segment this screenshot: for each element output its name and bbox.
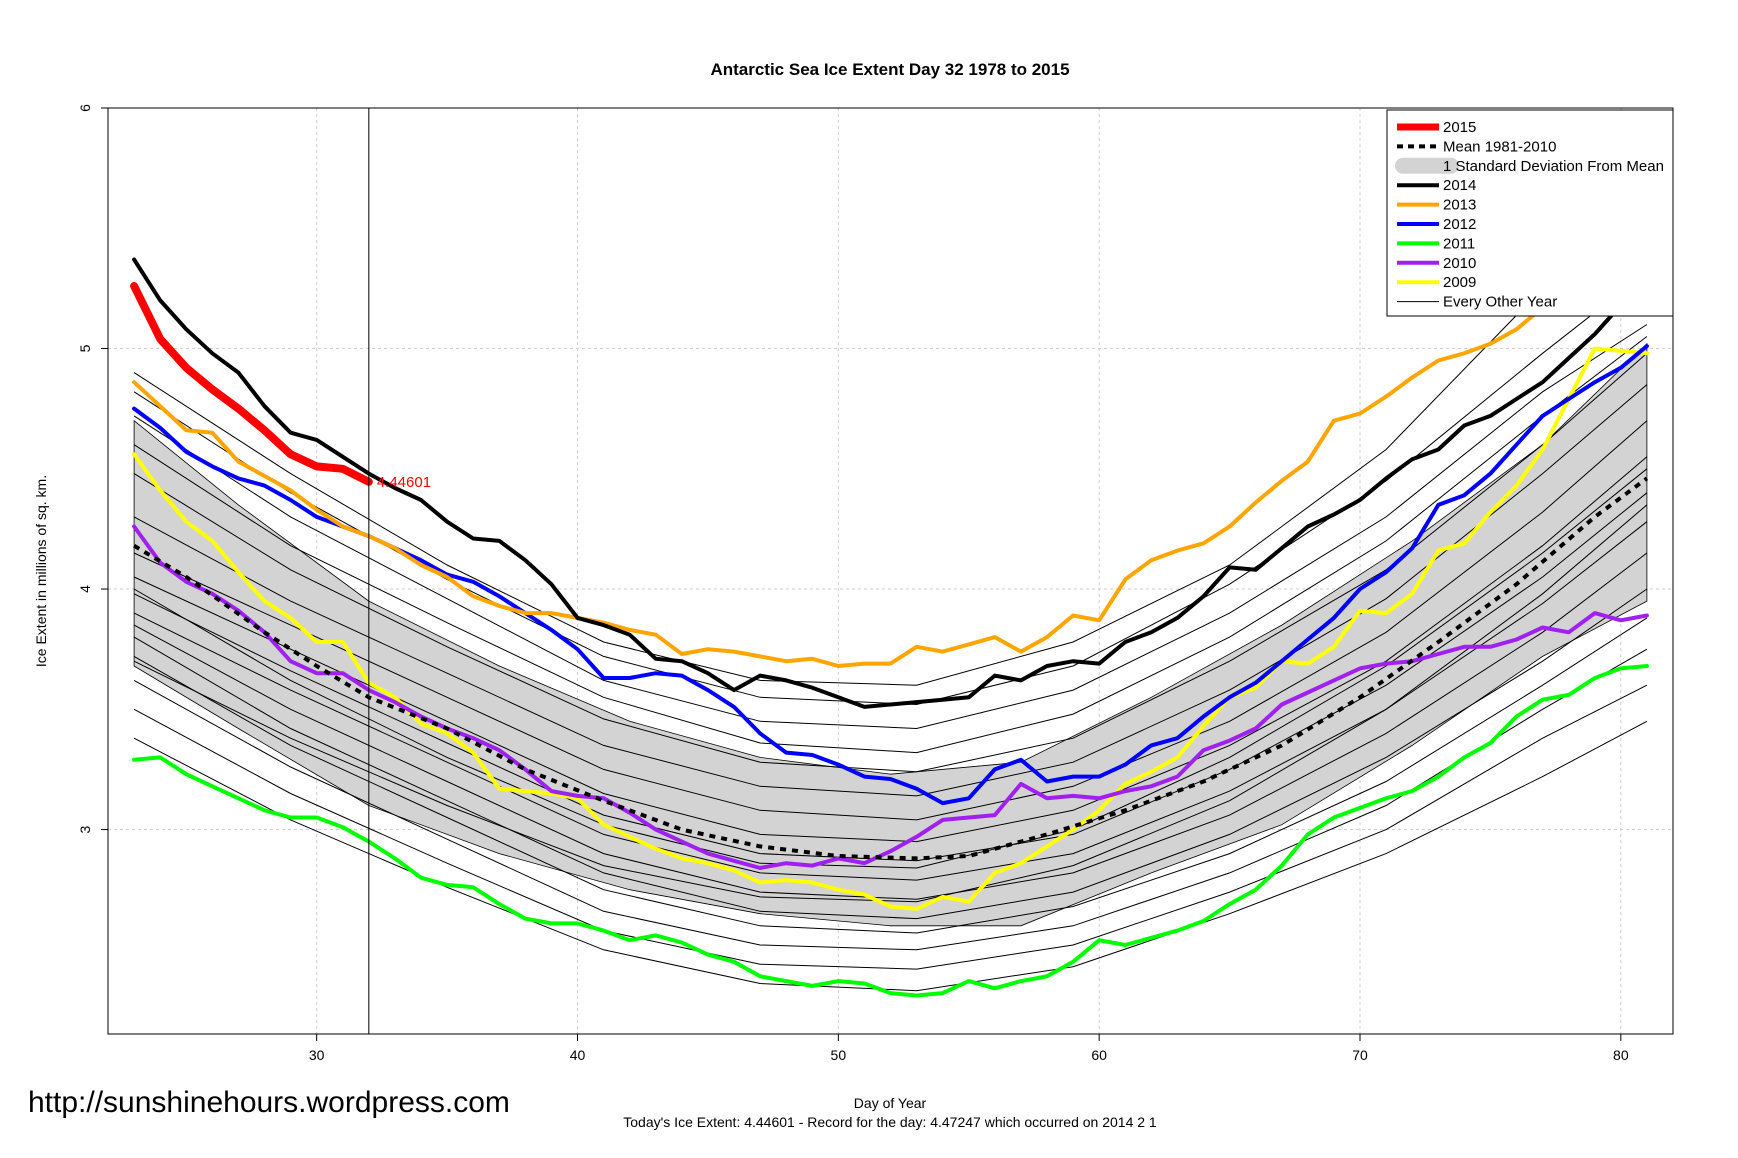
series-2011 bbox=[132, 664, 1649, 998]
legend-label-8: 2009 bbox=[1443, 274, 1476, 291]
series-2010 bbox=[132, 524, 1649, 870]
legend-label-7: 2010 bbox=[1443, 255, 1476, 272]
other-year-line-4 bbox=[133, 352, 1648, 773]
y-tick-label-2: 5 bbox=[77, 344, 93, 352]
legend-label-5: 2012 bbox=[1443, 216, 1476, 233]
other-year-line-2 bbox=[133, 324, 1648, 730]
x-tick-label-3: 60 bbox=[1091, 1047, 1107, 1063]
std-band-area bbox=[133, 342, 1648, 927]
footer-record-text: Today's Ice Extent: 4.44601 - Record for… bbox=[623, 1114, 1157, 1130]
x-axis: 30 40 50 60 70 80 bbox=[309, 1034, 1629, 1063]
series-lines bbox=[130, 247, 1649, 998]
legend: 2015 Mean 1981-2010 1 Standard Deviation F… bbox=[1386, 109, 1674, 317]
other-year-line-6 bbox=[133, 420, 1648, 821]
other-year-line-9 bbox=[133, 521, 1648, 881]
other-year-line-17 bbox=[133, 468, 1648, 869]
legend-label-4: 2013 bbox=[1443, 197, 1476, 214]
x-tick-label-4: 70 bbox=[1352, 1047, 1368, 1063]
other-year-line-8 bbox=[133, 492, 1648, 862]
other-year-line-12 bbox=[133, 617, 1648, 934]
series-2014 bbox=[132, 257, 1649, 709]
x-tick-label-1: 40 bbox=[570, 1047, 586, 1063]
series-2009 bbox=[132, 346, 1649, 911]
other-year-line-5 bbox=[133, 384, 1648, 797]
y-tick-label-1: 4 bbox=[77, 585, 93, 593]
y-axis-label: Ice Extent in millions of sq. km. bbox=[33, 475, 49, 667]
legend-label-0: 2015 bbox=[1443, 119, 1476, 136]
legend-label-1: Mean 1981-2010 bbox=[1443, 138, 1556, 155]
plot-frame bbox=[107, 107, 1674, 1035]
legend-label-6: 2011 bbox=[1443, 235, 1475, 252]
legend-label-2: 1 Standard Deviation From Mean bbox=[1443, 158, 1664, 175]
x-tick-label-5: 80 bbox=[1613, 1047, 1629, 1063]
other-year-line-16 bbox=[133, 504, 1648, 903]
x-axis-label: Day of Year bbox=[854, 1095, 927, 1111]
x-tick-label-2: 50 bbox=[831, 1047, 847, 1063]
series-mean-1981-2010 bbox=[133, 476, 1649, 861]
other-year-line-13 bbox=[133, 648, 1648, 951]
other-year-line-0 bbox=[133, 136, 1648, 686]
y-tick-label-0: 3 bbox=[77, 825, 93, 833]
x-tick-label-0: 30 bbox=[309, 1047, 325, 1063]
watermark-url: http://sunshinehours.wordpress.com bbox=[28, 1086, 510, 1119]
other-year-line-3 bbox=[133, 336, 1648, 754]
legend-label-3: 2014 bbox=[1443, 177, 1476, 194]
legend-label-9: Every Other Year bbox=[1443, 294, 1557, 311]
series-2015 bbox=[130, 282, 373, 486]
series-2013 bbox=[132, 247, 1649, 668]
std-deviation-band bbox=[133, 342, 1648, 927]
other-year-line-10 bbox=[133, 552, 1648, 900]
other-years-lines bbox=[133, 136, 1648, 992]
current-value-label: 4.44601 bbox=[377, 474, 431, 491]
y-tick-label-3: 6 bbox=[77, 104, 93, 112]
other-year-line-14 bbox=[133, 684, 1648, 970]
other-year-line-11 bbox=[133, 588, 1648, 920]
y-axis: 3 4 5 6 bbox=[77, 104, 108, 833]
chart-title: Antarctic Sea Ice Extent Day 32 1978 to … bbox=[710, 60, 1069, 79]
other-year-line-15 bbox=[133, 720, 1648, 992]
